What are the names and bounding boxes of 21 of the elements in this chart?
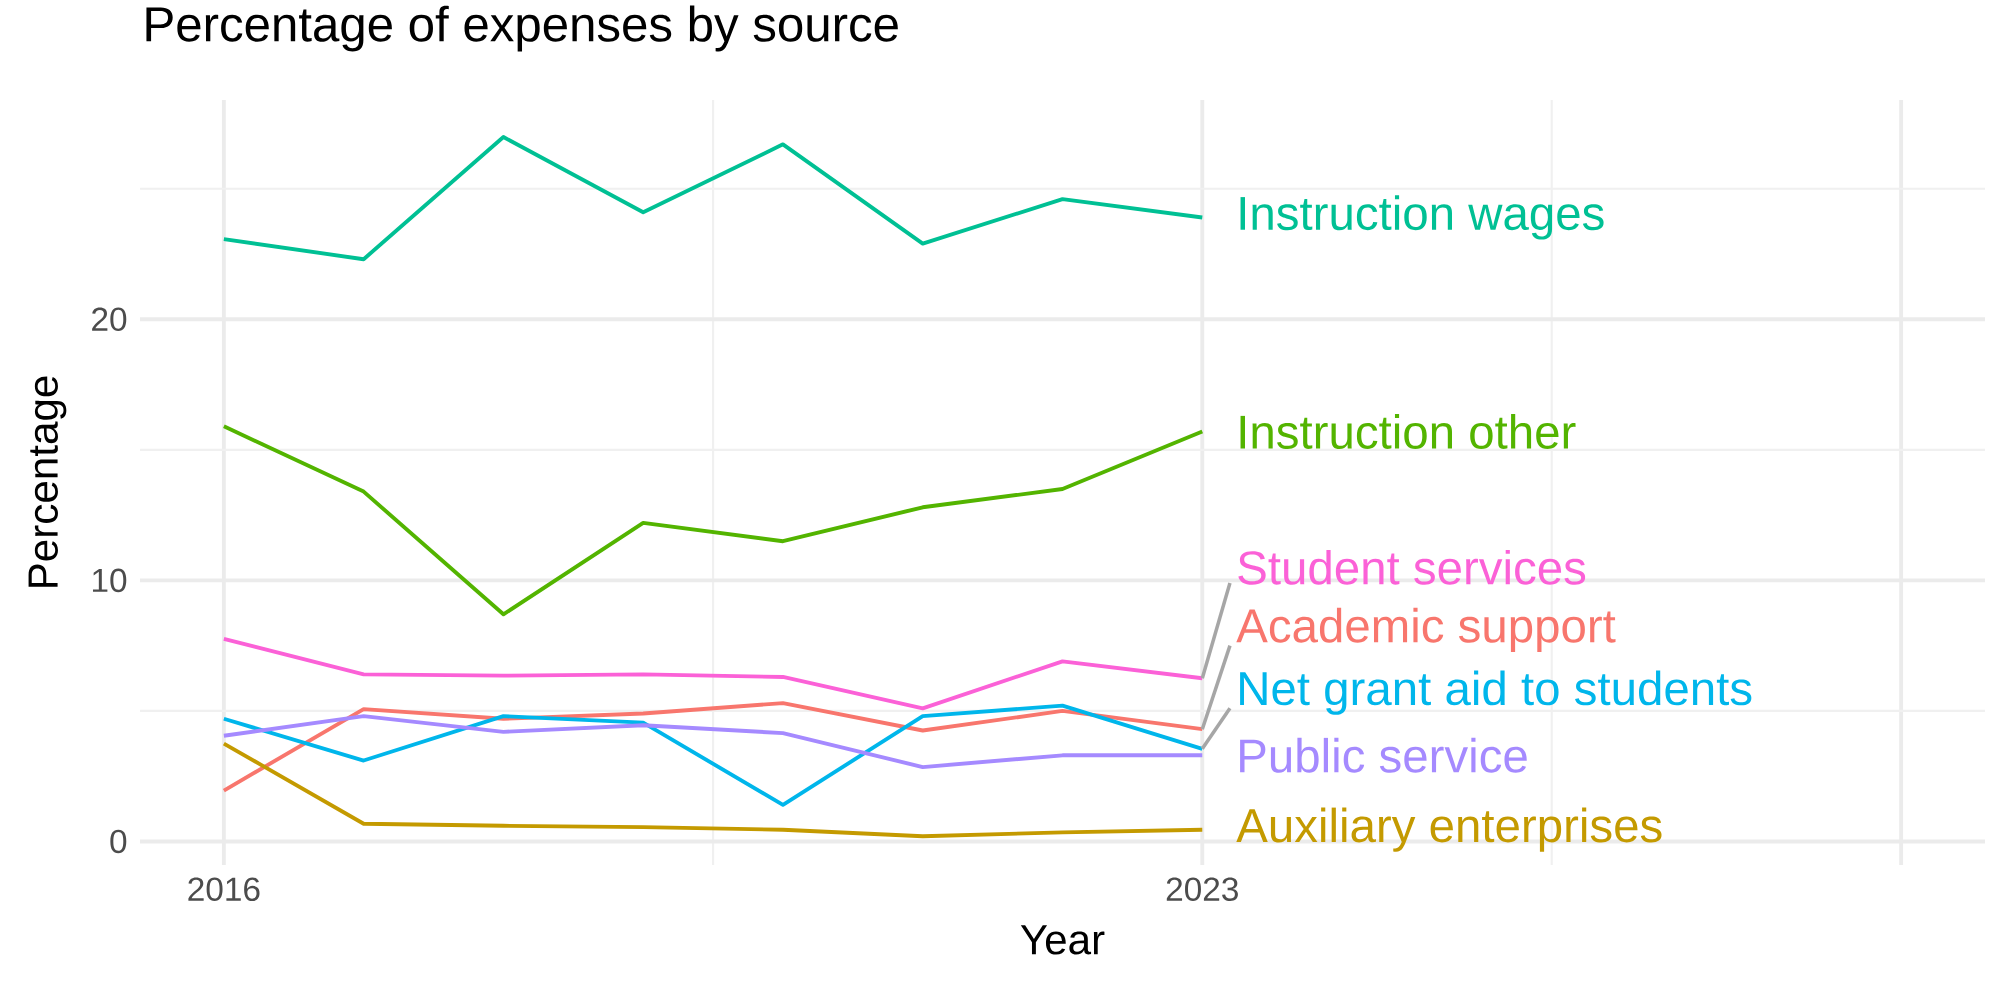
y-tick-label: 0	[110, 829, 127, 854]
x-tick-label: 2016	[188, 877, 260, 902]
y-tick-label: 20	[92, 307, 127, 332]
x-axis-title: Year	[1020, 925, 1105, 955]
line-series	[221, 741, 1205, 839]
series-label: Instruction other	[1240, 414, 1576, 449]
y-axis-title: Percentage	[28, 376, 67, 587]
text: Student services	[1238, 549, 1586, 585]
series-label: Auxiliary enterprises	[1236, 807, 1662, 852]
x-tick-label: 2023	[1166, 877, 1238, 902]
y-tick-label: 10	[92, 568, 127, 593]
line-series	[221, 636, 1205, 711]
series-label: Instruction wages	[1240, 195, 1604, 240]
line-series	[221, 714, 1205, 770]
line-series	[221, 424, 1205, 617]
series-label: Academic support	[1236, 607, 1616, 653]
series-label: Net grant aid to students	[1240, 670, 1752, 715]
line-series	[221, 703, 1205, 807]
series-label: Public service	[1240, 737, 1527, 773]
line-series	[221, 135, 1205, 262]
chart-title: Percentage of expenses by source	[146, 5, 898, 52]
